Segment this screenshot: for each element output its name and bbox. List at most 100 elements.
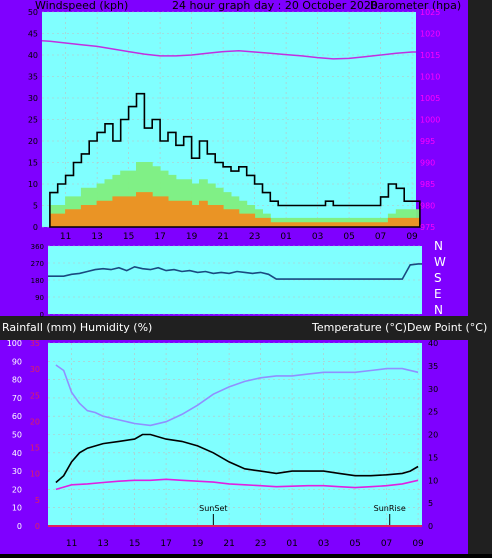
- compass-label-n-bottom: N: [434, 303, 443, 317]
- time-axis-ticks-bottom: 11 13 15 17 19 21 23 01 03 05 07 09: [66, 539, 424, 549]
- temperature-tick-30: 30: [428, 385, 438, 394]
- time-tick-19: 19: [192, 539, 204, 549]
- wind-tick-40: 40: [28, 51, 38, 60]
- header-barometer-label: Barometer (hpa): [370, 0, 461, 12]
- direction-axis-ticks: 0 90 180 270 360: [31, 243, 44, 319]
- wind-series-group: [41, 40, 421, 228]
- time-tick-05: 05: [349, 539, 360, 549]
- humidity-tick-100: 100: [7, 339, 22, 348]
- compass-label-w: W: [434, 255, 446, 269]
- humidity-tick-40: 40: [12, 449, 22, 458]
- barometer-tick-1015: 1015: [420, 51, 440, 60]
- time-tick-07: 07: [381, 539, 392, 549]
- sunrise-marker-label: SunRise: [374, 504, 406, 513]
- time-tick-09: 09: [412, 539, 424, 549]
- humidity-tick-20: 20: [12, 485, 22, 494]
- wind-direction-line: [48, 263, 422, 280]
- direction-tick-270: 270: [31, 260, 44, 268]
- mid-band: [0, 316, 468, 340]
- time-tick-05: 05: [343, 232, 354, 242]
- barometer-tick-995: 995: [420, 137, 435, 146]
- compass-label-e: E: [434, 287, 442, 301]
- time-tick-01: 01: [280, 232, 291, 242]
- time-tick-03: 03: [318, 539, 329, 549]
- wind-tick-30: 30: [28, 94, 38, 103]
- barometer-tick-1025: 1025: [420, 8, 440, 17]
- time-tick-09: 09: [406, 232, 418, 242]
- time-tick-03: 03: [312, 232, 323, 242]
- dewpoint-line: [55, 478, 419, 491]
- time-tick-23: 23: [249, 232, 260, 242]
- wind-tick-25: 25: [28, 116, 38, 125]
- temperature-tick-5: 5: [428, 499, 433, 508]
- time-tick-17: 17: [154, 232, 165, 242]
- wind-tick-15: 15: [28, 159, 38, 168]
- barometer-tick-975: 975: [420, 223, 435, 232]
- humidity-tick-70: 70: [12, 394, 22, 403]
- compass-label-s: S: [434, 271, 442, 285]
- barometer-tick-1010: 1010: [420, 73, 440, 82]
- wind-tick-0: 0: [33, 223, 38, 232]
- rain-tick-10: 10: [30, 470, 40, 479]
- humidity-tick-90: 90: [12, 357, 22, 366]
- wind-tick-50: 50: [28, 8, 38, 17]
- humidity-tick-10: 10: [12, 504, 22, 513]
- temperature-tick-0: 0: [428, 522, 433, 531]
- rain-tick-15: 15: [30, 444, 40, 453]
- time-tick-11: 11: [66, 539, 77, 549]
- wind-tick-20: 20: [28, 137, 38, 146]
- compass-label-n-top: N: [434, 239, 443, 253]
- time-tick-11: 11: [60, 232, 71, 242]
- temperature-axis-ticks: 0 5 10 15 20 25 30 35 40: [428, 339, 438, 531]
- temperature-tick-40: 40: [428, 339, 438, 348]
- wind-tick-35: 35: [28, 73, 38, 82]
- wind-direction-panel: 0 90 180 270 360 N W S E N: [31, 239, 446, 319]
- sunset-marker-label: SunSet: [199, 504, 227, 513]
- rain-axis-ticks: 0 5 10 15 20 25 30 35: [30, 339, 40, 531]
- temperature-line: [55, 433, 419, 484]
- humidity-tick-0: 0: [17, 522, 22, 531]
- time-tick-07: 07: [375, 232, 386, 242]
- direction-tick-90: 90: [35, 294, 44, 302]
- humidity-axis-ticks: 0 10 20 30 40 50 60 70 80 90 100: [7, 339, 22, 531]
- rain-tick-30: 30: [30, 365, 40, 374]
- time-tick-21: 21: [217, 232, 228, 242]
- barometer-tick-1005: 1005: [420, 94, 440, 103]
- header-temp-dewpoint-label: Temperature (°C)Dew Point (°C): [311, 321, 487, 334]
- rain-tick-35: 35: [30, 339, 40, 348]
- humidity-tick-30: 30: [12, 467, 22, 476]
- barometer-axis-ticks: 975 980 985 990 995 1000 1005 1010 1015 1020 1025: [420, 8, 440, 232]
- direction-tick-0: 0: [40, 311, 44, 319]
- humidity-tick-50: 50: [12, 431, 22, 440]
- time-tick-13: 13: [97, 539, 108, 549]
- rain-tick-20: 20: [30, 417, 40, 426]
- barometer-tick-990: 990: [420, 159, 435, 168]
- rain-tick-0: 0: [35, 522, 40, 531]
- rain-tick-5: 5: [35, 496, 40, 505]
- time-tick-23: 23: [255, 539, 266, 549]
- humidity-line: [55, 364, 419, 427]
- humidity-tick-60: 60: [12, 412, 22, 421]
- wind-tick-45: 45: [28, 30, 38, 39]
- wind-average-area: [49, 192, 421, 228]
- direction-tick-180: 180: [31, 277, 44, 285]
- direction-plot-grid: [48, 245, 422, 315]
- barometer-tick-1000: 1000: [420, 116, 440, 125]
- barometer-tick-1020: 1020: [420, 30, 440, 39]
- temperature-tick-20: 20: [428, 431, 438, 440]
- barometer-tick-980: 980: [420, 202, 435, 211]
- time-tick-13: 13: [91, 232, 102, 242]
- time-tick-17: 17: [160, 539, 171, 549]
- barometer-line: [41, 40, 416, 60]
- header-windspeed-label: Windspeed (kph): [35, 0, 128, 12]
- temperature-tick-25: 25: [428, 408, 438, 417]
- time-tick-21: 21: [223, 539, 234, 549]
- temp-series-group: [48, 364, 422, 527]
- time-tick-01: 01: [286, 539, 297, 549]
- time-tick-15: 15: [129, 539, 140, 549]
- barometer-tick-985: 985: [420, 180, 435, 189]
